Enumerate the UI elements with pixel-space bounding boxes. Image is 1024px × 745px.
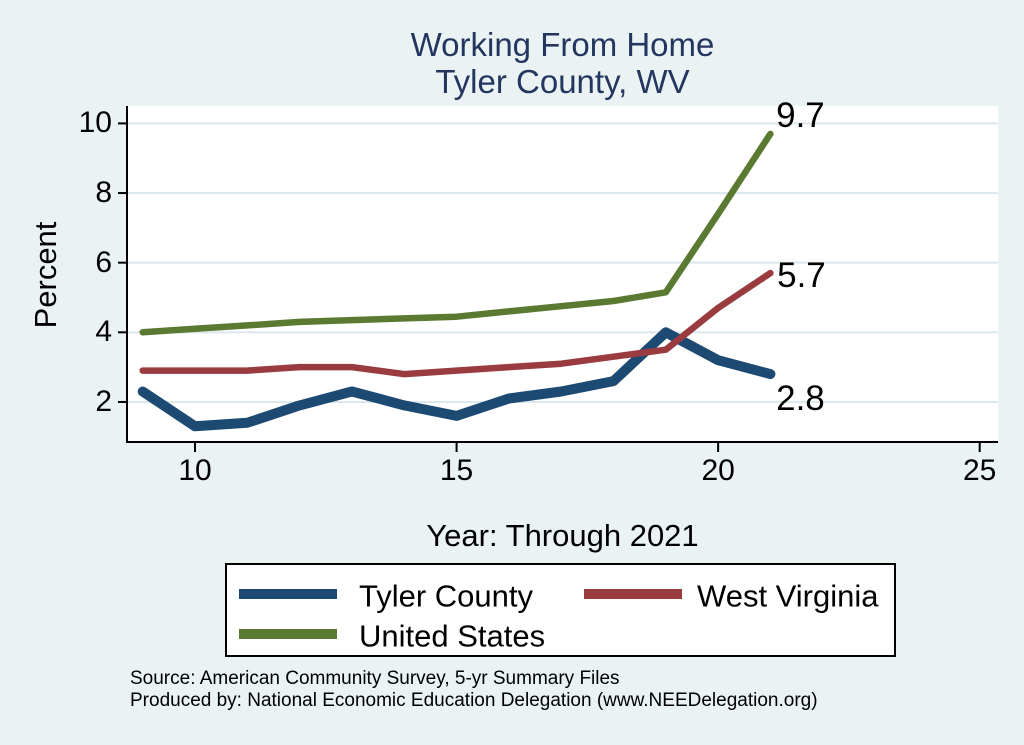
source-line2: Produced by: National Economic Education… xyxy=(130,690,818,711)
value-label-2.8: 2.8 xyxy=(776,379,825,419)
y-tick-label-6: 6 xyxy=(95,245,112,279)
value-label-9.7: 9.7 xyxy=(776,95,825,135)
chart-title: Working From Home Tyler County, WV xyxy=(127,26,998,100)
chart-title-line1: Working From Home xyxy=(410,26,715,63)
legend-swatch-tyler-county xyxy=(239,589,337,599)
x-tick-label-25: 25 xyxy=(963,454,997,487)
legend-label-united-states: United States xyxy=(359,618,546,654)
legend-swatch-west-virginia xyxy=(584,589,682,599)
legend-label-tyler-county: Tyler County xyxy=(359,578,534,614)
x-axis-title: Year: Through 2021 xyxy=(426,518,699,553)
legend-swatch-united-states xyxy=(239,629,337,639)
legend-label-west-virginia: West Virginia xyxy=(697,578,879,614)
x-tick-label-20: 20 xyxy=(701,454,735,487)
y-tick-label-4: 4 xyxy=(95,315,112,349)
source-line1: Source: American Community Survey, 5-yr … xyxy=(130,668,620,689)
chart-title-line2: Tyler County, WV xyxy=(435,63,690,100)
y-tick-label-10: 10 xyxy=(78,106,112,140)
legend: Tyler County West Virginia United States xyxy=(225,563,896,657)
y-tick-label-2: 2 xyxy=(95,384,112,418)
plot-background xyxy=(127,106,998,442)
x-tick-label-10: 10 xyxy=(178,454,212,487)
x-tick-label-15: 15 xyxy=(439,454,474,487)
y-tick-label-8: 8 xyxy=(95,176,112,210)
value-label-5.7: 5.7 xyxy=(777,256,826,296)
series-line-united-states xyxy=(139,130,774,336)
series-line-tyler-county xyxy=(137,327,776,432)
source-note: Source: American Community Survey, 5-yr … xyxy=(130,668,818,712)
series-line-west-virginia xyxy=(139,269,774,378)
